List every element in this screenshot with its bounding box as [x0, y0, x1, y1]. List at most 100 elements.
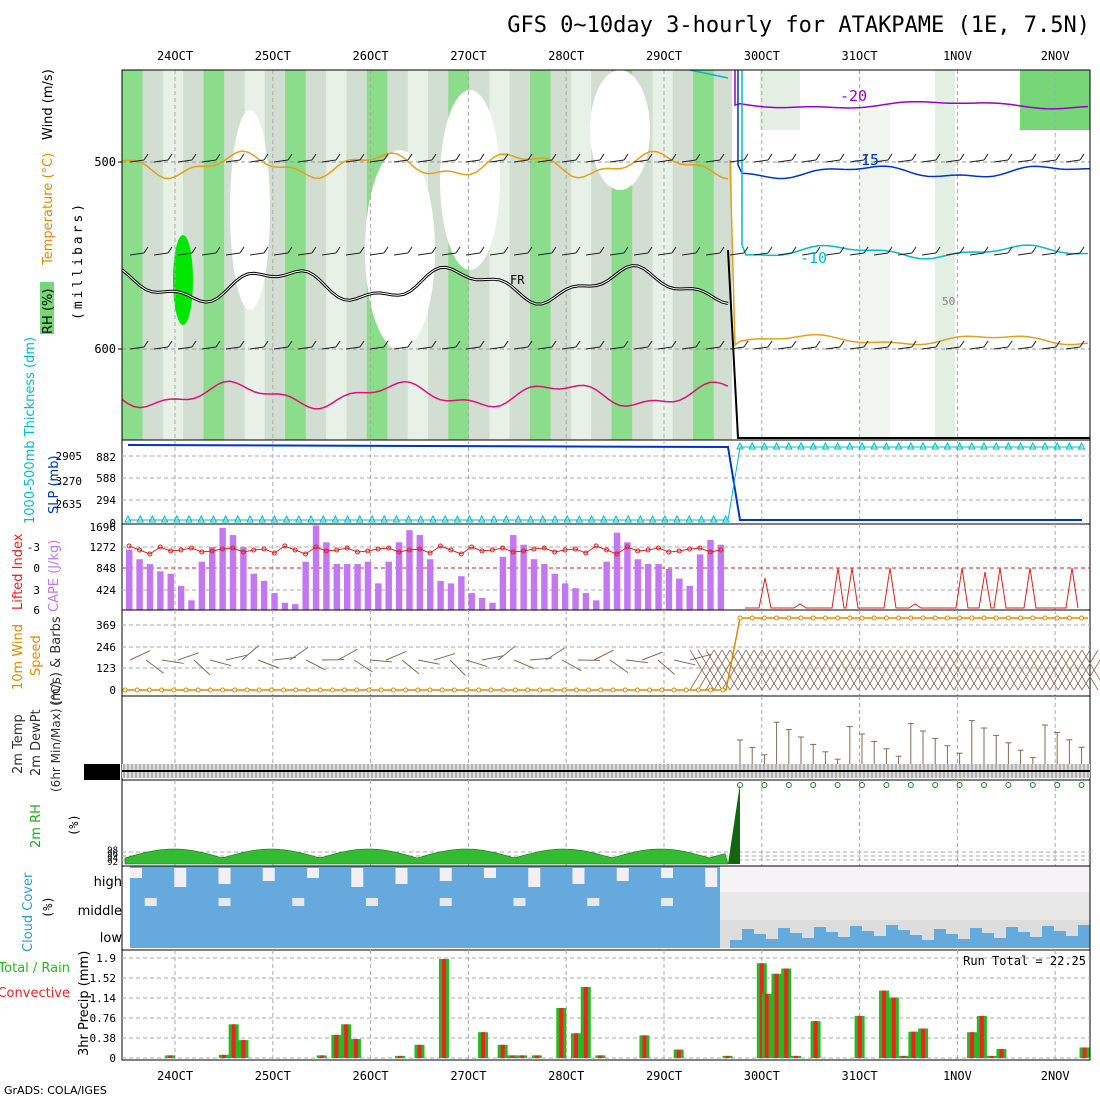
wind10m-point — [512, 687, 518, 693]
rh2m-point — [810, 782, 817, 788]
cape-bar-37 — [510, 535, 517, 610]
wind10m-point — [1042, 615, 1048, 621]
precip-conv-12 — [500, 1044, 505, 1058]
li-point-13 — [261, 546, 267, 552]
slp-tick-2: 588 — [96, 472, 116, 485]
li-point-30 — [437, 543, 443, 549]
thickness-marker — [636, 514, 645, 523]
bottom-date-8: 1NOV — [943, 1069, 972, 1083]
cape-tick-4: 424 — [96, 584, 116, 597]
barb-10m — [209, 659, 232, 667]
barb-flag — [479, 246, 485, 254]
thickness-marker — [148, 514, 157, 523]
cloud-low-bar — [886, 925, 898, 948]
barb-shaft — [417, 346, 433, 350]
upper-grid — [122, 70, 1090, 440]
barb-flag — [767, 153, 773, 161]
precip-conv-32 — [901, 1055, 906, 1058]
precip-conv-6 — [344, 1024, 349, 1058]
barb-shaft — [921, 159, 937, 163]
wind10m-point — [774, 615, 780, 621]
barb-flag — [887, 153, 893, 161]
precip-conv-22 — [725, 1055, 730, 1058]
wind10m-point — [683, 687, 689, 693]
barb-shaft — [633, 159, 649, 163]
li-point-32 — [458, 551, 464, 557]
wind10m-point — [134, 687, 140, 693]
barb-shaft — [993, 159, 1009, 163]
barb-flag — [863, 246, 869, 254]
upper-air-panel: 500 600 -20 -15 -10 FR 50 RH (%) Tempera… — [40, 69, 1091, 441]
wind10m-point — [232, 687, 238, 693]
barb-flag — [359, 246, 365, 254]
thickness-marker — [221, 514, 230, 523]
barb-shaft — [1065, 159, 1081, 163]
precip-tick-4: 0.38 — [90, 1032, 117, 1045]
thickness-marker — [980, 441, 988, 450]
barb-10m — [657, 659, 675, 675]
barb-10m — [625, 659, 648, 664]
barb-shaft — [129, 159, 145, 163]
thickness-marker — [502, 514, 511, 523]
pressure-axis-label: (millibars) — [71, 201, 86, 320]
cape-bar-44 — [582, 593, 590, 610]
thickness-legend-label: 1000-500mb Thickness (dm) — [23, 337, 38, 524]
cape-bar-47 — [613, 532, 621, 610]
thickness-marker — [673, 514, 681, 523]
thickness-marker — [612, 514, 620, 523]
barb-flag — [623, 246, 629, 254]
top-date-3: 27OCT — [450, 49, 486, 63]
wind10m-point — [378, 687, 384, 693]
top-date-5: 29OCT — [646, 49, 682, 63]
barb-flag — [335, 246, 341, 254]
barb-flag — [863, 340, 869, 348]
cape-bar-27 — [406, 530, 413, 610]
contour-m10 — [741, 70, 1089, 260]
wind10m-point — [415, 687, 421, 693]
cloud-level-middle: middle — [78, 904, 122, 919]
cloud-gap — [587, 898, 600, 906]
slp-tick-3: 294 — [96, 494, 116, 507]
rh2m-area — [124, 848, 729, 865]
barb-shaft — [537, 252, 553, 256]
top-date-6: 30OCT — [744, 49, 780, 63]
barb-flag — [527, 246, 533, 254]
barb-flag — [1079, 153, 1085, 161]
thickness-marker — [599, 514, 608, 523]
precip-conv-5 — [334, 1034, 339, 1058]
wind10m-point — [159, 687, 165, 693]
cloud-low-bar — [802, 938, 814, 948]
bottom-date-4: 28OCT — [548, 1069, 584, 1083]
thickness-marker — [319, 514, 328, 523]
barb-flag — [671, 246, 677, 254]
barb-flag — [839, 153, 845, 161]
barb-10m — [433, 653, 456, 661]
cape-bar-53 — [676, 578, 683, 610]
li-point-56 — [707, 549, 713, 555]
li-legend-label: Lifted Index — [11, 533, 26, 610]
barb-flag — [1055, 153, 1061, 161]
barb-flag — [239, 340, 245, 348]
barb-flag — [167, 340, 173, 348]
thickness-slp-panel: 2905 3270 2635 882 588 294 0 1000-500mb … — [23, 337, 1091, 530]
cape-bar-45 — [593, 600, 600, 610]
cloud-gap — [174, 868, 187, 887]
rh-band — [326, 70, 347, 440]
thickness-marker — [845, 441, 854, 450]
li-point-53 — [676, 548, 682, 554]
bottom-date-6: 30OCT — [744, 1069, 780, 1083]
bottom-date-9: 2NOV — [1041, 1069, 1070, 1083]
thickness-marker — [282, 514, 291, 523]
barb-shaft — [1017, 346, 1033, 350]
wind10m-point — [220, 687, 226, 693]
li-point-49 — [635, 548, 641, 554]
barb-shaft — [633, 252, 649, 256]
li-point-20 — [334, 547, 340, 553]
cloud-cover-bars — [130, 866, 1090, 948]
rh2m-point — [737, 782, 743, 788]
slp-legend-label: SLP (mb) — [47, 455, 62, 514]
wind10m-point — [342, 687, 348, 693]
wind10m-point — [1005, 615, 1011, 621]
rh2m-point — [761, 782, 768, 788]
barb-shaft — [513, 346, 529, 350]
